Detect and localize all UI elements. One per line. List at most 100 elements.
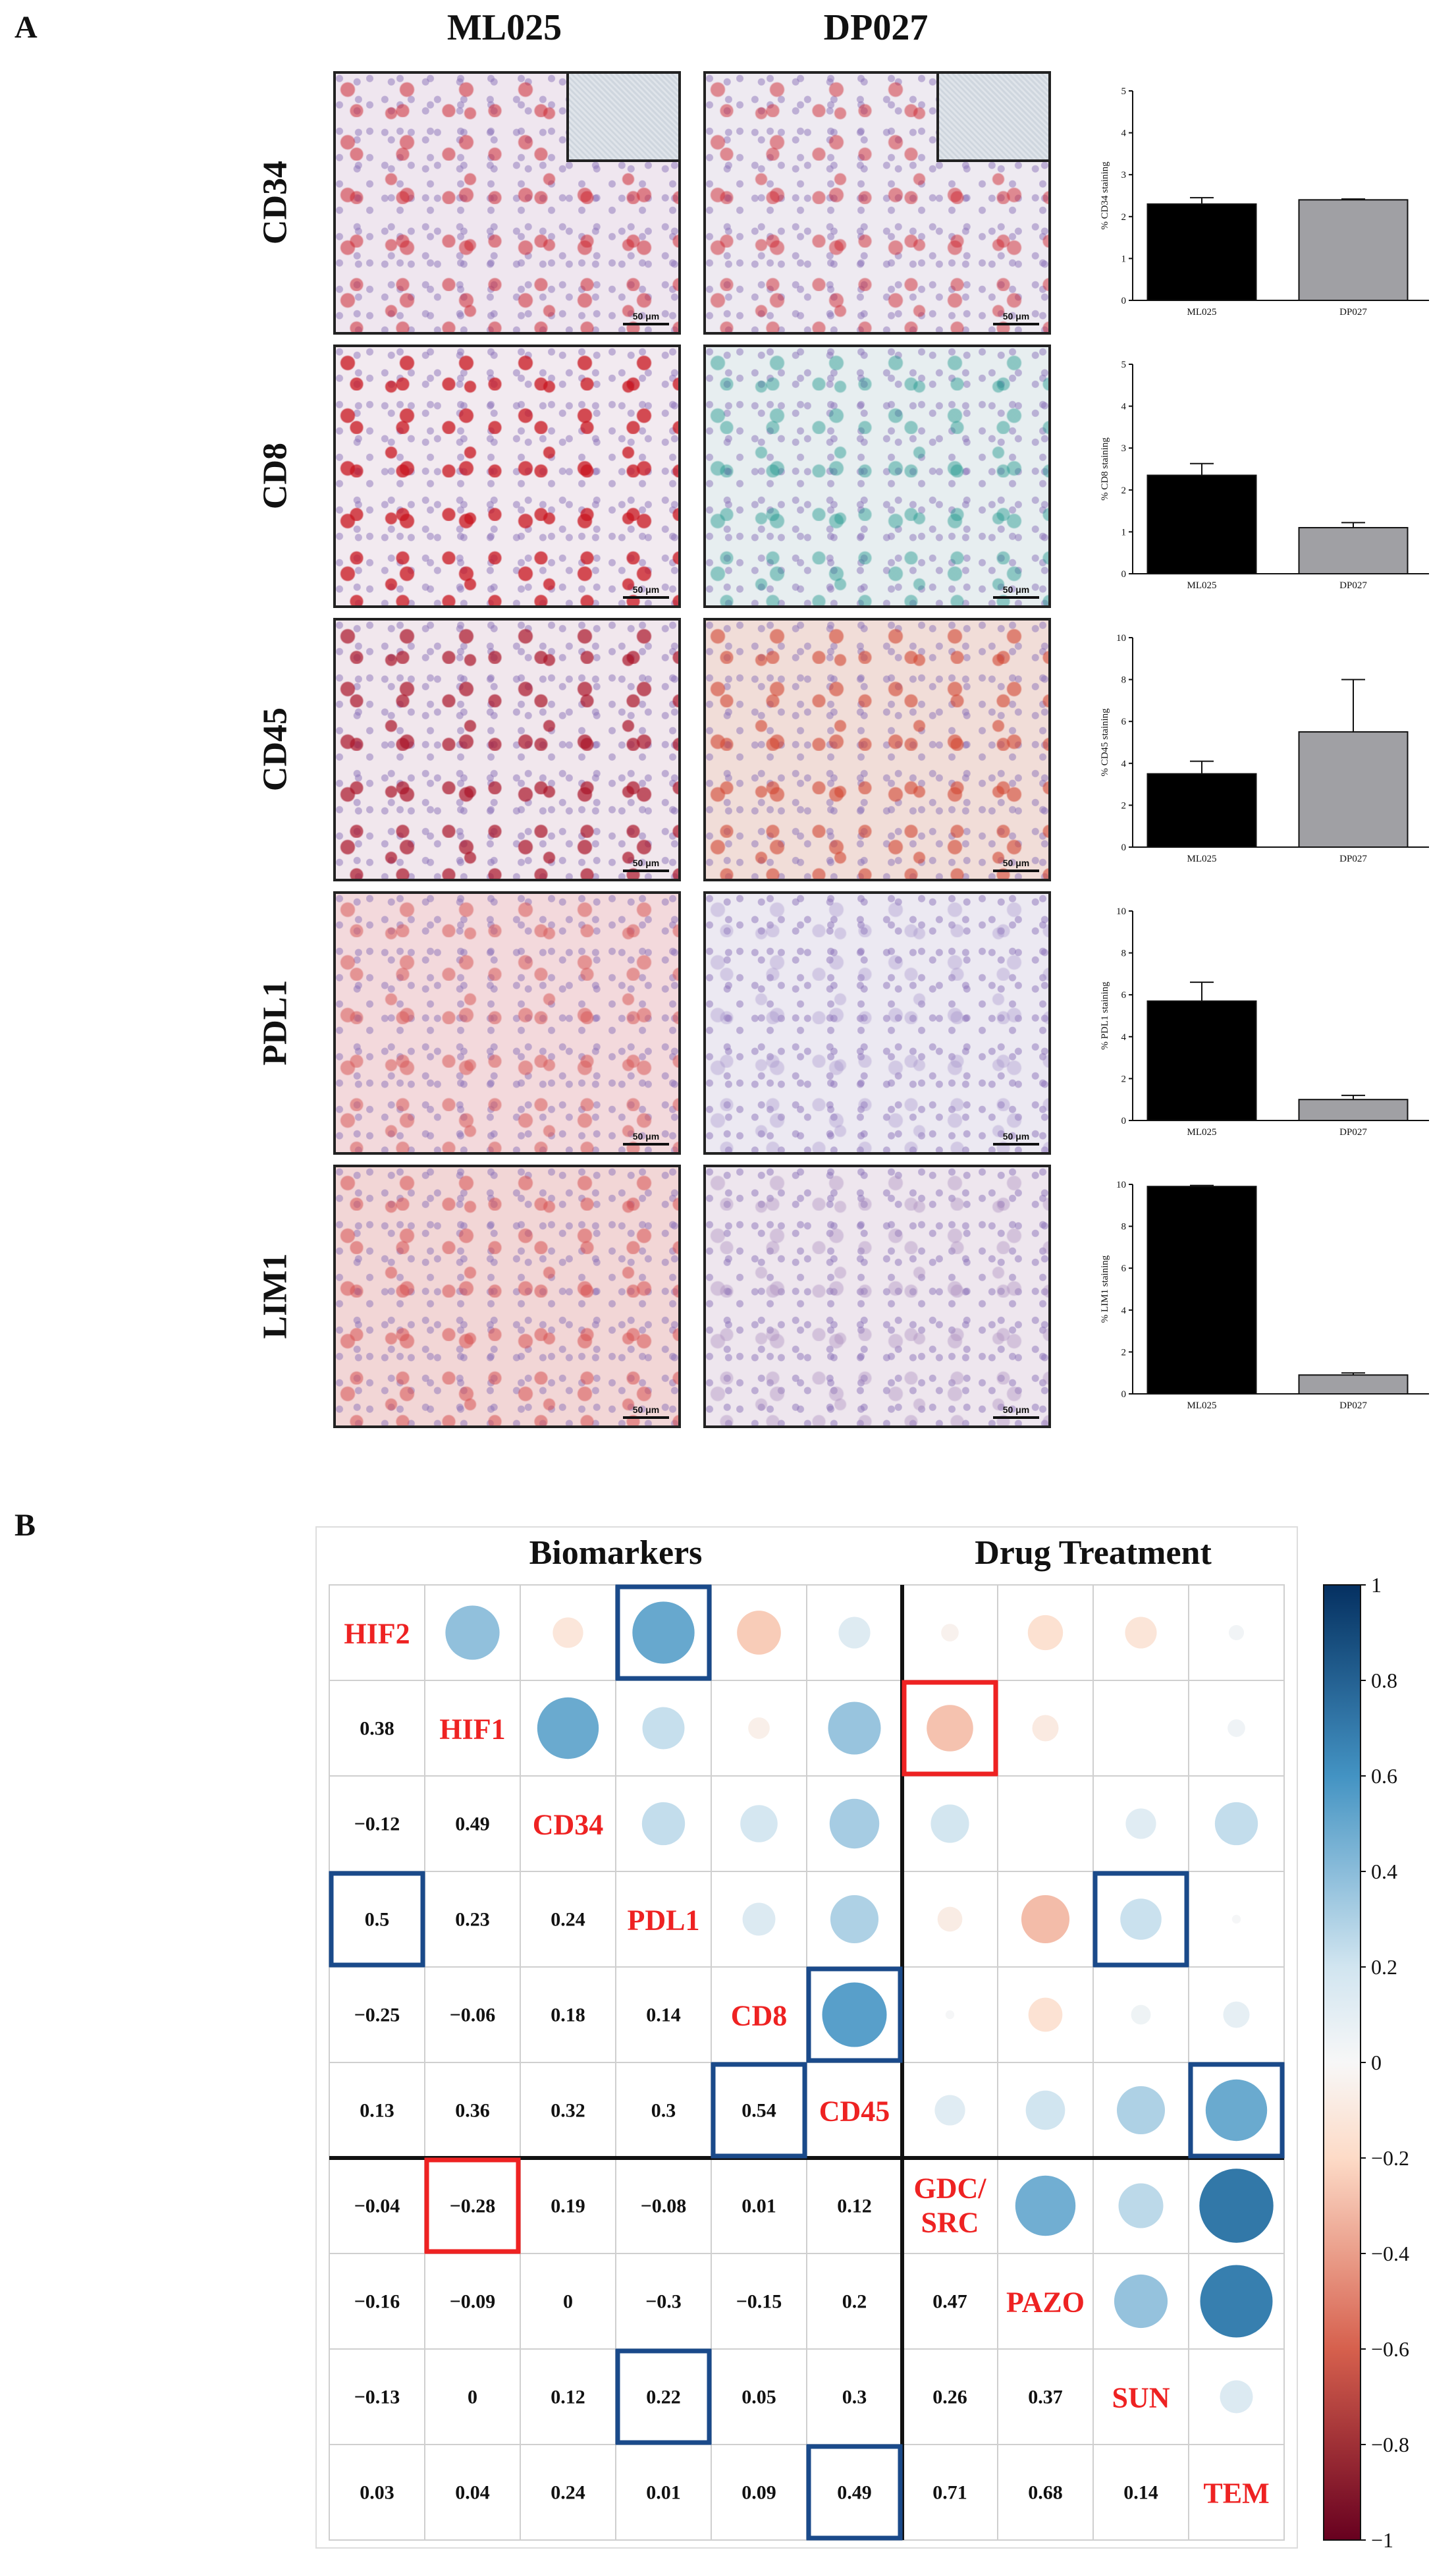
matrix-cell bbox=[520, 1966, 616, 2063]
correlation-value: 0.68 bbox=[1028, 2482, 1063, 2504]
matrix-cell bbox=[711, 2062, 807, 2159]
correlation-circle bbox=[1015, 2175, 1076, 2236]
correlation-circle bbox=[830, 1894, 879, 1944]
column-header-ml025: ML025 bbox=[446, 7, 562, 48]
scale-bar-label: 50 μm bbox=[632, 1131, 660, 1142]
x-tick-label: DP027 bbox=[1339, 854, 1367, 864]
correlation-circle bbox=[742, 1902, 776, 1936]
correlation-circle bbox=[1021, 1894, 1070, 1944]
correlation-value: −0.13 bbox=[354, 2387, 400, 2408]
correlation-circle bbox=[1120, 1898, 1162, 1940]
matrix-cell bbox=[424, 2062, 521, 2159]
highlight-box-blue bbox=[806, 1966, 903, 2063]
matrix-cell bbox=[902, 2253, 998, 2350]
correlation-value: 0.36 bbox=[455, 2100, 490, 2122]
y-tick-label: 4 bbox=[1121, 1032, 1127, 1043]
correlation-circle bbox=[934, 2095, 965, 2126]
y-tick-label: 8 bbox=[1121, 1222, 1127, 1232]
bar-dp027 bbox=[1298, 1099, 1409, 1122]
matrix-cell bbox=[997, 2253, 1094, 2350]
correlation-matrix-chart: Biomarkers Drug Treatment HIF2 0.38 HIF1 −0.1… bbox=[315, 1526, 1409, 2552]
row-label-pdl1: PDL1 bbox=[256, 980, 294, 1066]
matrix-cell bbox=[711, 1966, 807, 2063]
correlation-circle bbox=[748, 1717, 770, 1739]
highlight-box-blue bbox=[806, 2444, 903, 2541]
matrix-cell bbox=[615, 2157, 712, 2254]
colorbar-tick-label: −0.2 bbox=[1371, 2146, 1409, 2170]
scale-bar-label: 50 μm bbox=[1002, 584, 1030, 595]
y-tick-label: 2 bbox=[1121, 1347, 1127, 1358]
correlation-circle bbox=[641, 1802, 686, 1846]
group-label-drug-treatment: Drug Treatment bbox=[975, 1534, 1212, 1572]
x-tick-label: DP027 bbox=[1339, 1400, 1367, 1411]
matrix-cell bbox=[424, 2253, 521, 2350]
bar-chart-pdl1: 0 2 4 6 8 10 % PDL1 staining ML025 DP027 bbox=[1100, 906, 1429, 1138]
bar-dp027 bbox=[1298, 731, 1409, 848]
scale-bar-label: 50 μm bbox=[1002, 858, 1030, 868]
x-tick-label: DP027 bbox=[1339, 1127, 1367, 1138]
correlation-circle bbox=[1220, 2380, 1253, 2414]
matrix-cell bbox=[711, 2253, 807, 2350]
colorbar-tick-label: 0.6 bbox=[1371, 1764, 1397, 1788]
row-label-lim1: LIM1 bbox=[256, 1253, 294, 1339]
correlation-circle bbox=[1227, 1719, 1245, 1737]
correlation-circle bbox=[1116, 2086, 1166, 2135]
matrix-cell bbox=[902, 2157, 998, 2254]
micrograph-cd8-ml025: 50 μm bbox=[333, 345, 681, 608]
micrograph-cd34-dp027: 50 μm bbox=[703, 71, 1051, 335]
highlight-box-blue bbox=[615, 2348, 712, 2445]
y-tick-label: 3 bbox=[1121, 170, 1127, 180]
bar-dp027 bbox=[1298, 1374, 1409, 1395]
scale-bar: 50 μm bbox=[993, 311, 1039, 325]
matrix-cell bbox=[329, 1775, 425, 1872]
scale-bar-label: 50 μm bbox=[632, 858, 660, 868]
y-tick-label: 0 bbox=[1121, 569, 1127, 580]
y-tick-label: 2 bbox=[1121, 1074, 1127, 1084]
highlight-box-blue bbox=[329, 1871, 425, 1968]
colorbar-tick-label: −0.8 bbox=[1371, 2433, 1409, 2456]
x-tick-label: ML025 bbox=[1187, 1127, 1217, 1138]
correlation-value: 0.24 bbox=[551, 2482, 585, 2504]
variable-label: TEM bbox=[1203, 2477, 1269, 2510]
micrograph-cd45-dp027: 50 μm bbox=[703, 618, 1051, 881]
variable-label: HIF2 bbox=[344, 1618, 410, 1650]
scale-bar: 50 μm bbox=[623, 1131, 669, 1146]
y-tick-label: 6 bbox=[1121, 717, 1127, 727]
y-tick-label: 8 bbox=[1121, 949, 1127, 959]
matrix-cell bbox=[997, 1775, 1094, 1872]
y-axis-label: % LIM1 staining bbox=[1100, 1255, 1110, 1323]
correlation-circle bbox=[1231, 1914, 1241, 1924]
matrix-cell bbox=[520, 1871, 616, 1968]
y-tick-label: 4 bbox=[1121, 402, 1127, 412]
isotype-control-inset bbox=[566, 74, 678, 162]
y-tick-label: 10 bbox=[1116, 906, 1126, 917]
matrix-cell bbox=[1092, 1680, 1189, 1777]
correlation-value: −0.25 bbox=[354, 2004, 400, 2026]
bar-ml025 bbox=[1146, 1186, 1257, 1395]
colorbar-tick-label: 0.4 bbox=[1371, 1860, 1397, 1883]
correlation-circle bbox=[553, 1617, 583, 1648]
colorbar-tick-label: 0 bbox=[1371, 2051, 1382, 2074]
correlation-circle bbox=[1114, 2274, 1168, 2329]
correlation-circle bbox=[1131, 2004, 1151, 2025]
bar-dp027 bbox=[1298, 199, 1409, 301]
correlation-value: 0.5 bbox=[365, 1909, 390, 1931]
correlation-circle bbox=[930, 1804, 969, 1843]
variable-label: SUN bbox=[1112, 2382, 1170, 2414]
y-tick-label: 10 bbox=[1116, 1180, 1126, 1190]
matrix-cell bbox=[997, 2444, 1094, 2541]
colorbar-tick-label: −1 bbox=[1371, 2528, 1393, 2552]
variable-label: CD34 bbox=[533, 1809, 604, 1841]
correlation-value: 0.49 bbox=[455, 1813, 490, 1835]
correlation-circle bbox=[927, 1705, 973, 1752]
correlation-value: −0.09 bbox=[450, 2291, 496, 2313]
bar-dp027 bbox=[1298, 527, 1409, 575]
correlation-circle bbox=[1200, 2265, 1273, 2338]
highlight-box-blue bbox=[711, 2062, 807, 2159]
correlation-value: −0.04 bbox=[354, 2196, 400, 2217]
scale-bar-label: 50 μm bbox=[632, 311, 660, 321]
variable-label: PAZO bbox=[1006, 2286, 1085, 2319]
correlation-value: 0.49 bbox=[837, 2482, 872, 2504]
colorbar-tick-label: −0.6 bbox=[1371, 2337, 1409, 2361]
correlation-circle bbox=[1205, 2079, 1268, 2142]
